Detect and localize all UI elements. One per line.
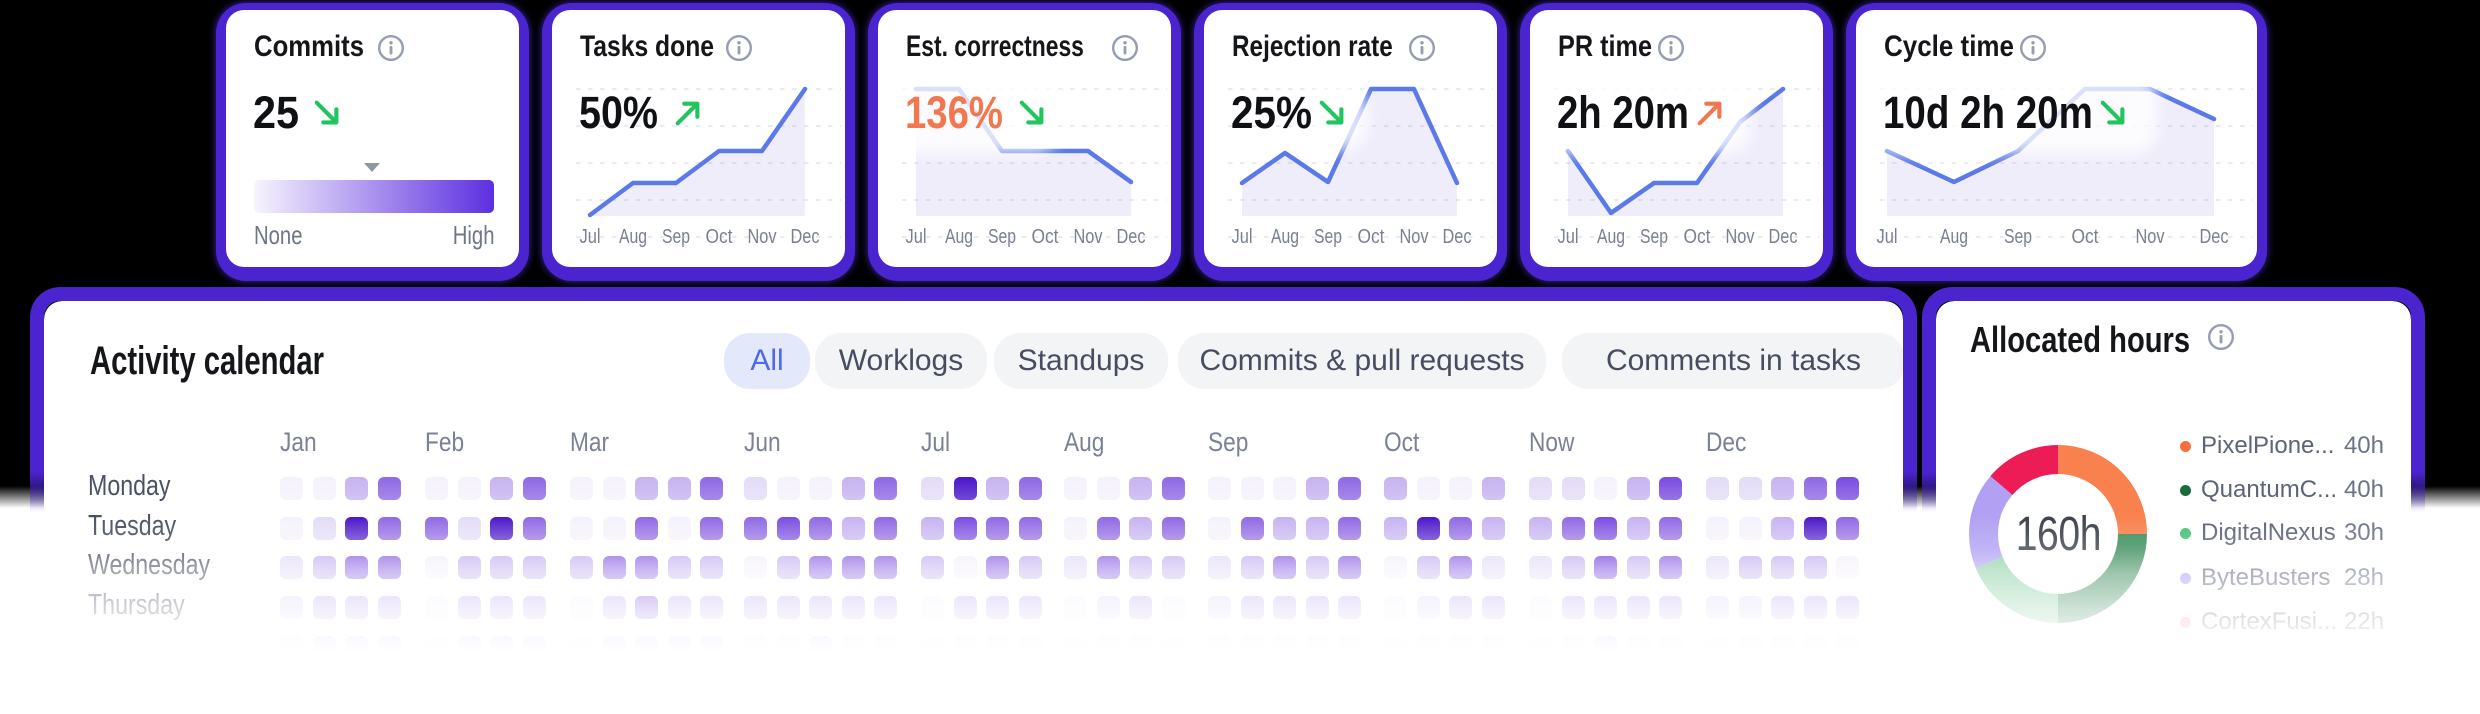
svg-text:Oct: Oct	[1032, 226, 1059, 248]
svg-text:Aug: Aug	[619, 226, 647, 248]
svg-text:Dec: Dec	[1769, 226, 1798, 248]
svg-text:Oct: Oct	[1358, 226, 1385, 248]
svg-text:Nov: Nov	[748, 226, 777, 248]
svg-text:Aug: Aug	[945, 226, 973, 248]
svg-text:Dec: Dec	[2200, 226, 2229, 248]
svg-text:Dec: Dec	[1117, 226, 1146, 248]
svg-text:Sep: Sep	[988, 226, 1016, 248]
svg-text:Jul: Jul	[1877, 226, 1898, 248]
svg-text:Nov: Nov	[1074, 226, 1103, 248]
svg-text:Dec: Dec	[1443, 226, 1472, 248]
svg-text:Jul: Jul	[580, 226, 601, 248]
svg-text:Jul: Jul	[906, 226, 927, 248]
svg-text:Aug: Aug	[1940, 226, 1968, 248]
svg-text:Sep: Sep	[662, 226, 690, 248]
svg-text:Aug: Aug	[1271, 226, 1299, 248]
svg-text:Sep: Sep	[1640, 226, 1668, 248]
svg-text:Dec: Dec	[791, 226, 820, 248]
svg-text:Aug: Aug	[1597, 226, 1625, 248]
svg-text:Nov: Nov	[1400, 226, 1429, 248]
svg-text:Nov: Nov	[2136, 226, 2165, 248]
svg-text:Nov: Nov	[1726, 226, 1755, 248]
svg-text:Jul: Jul	[1232, 226, 1253, 248]
svg-text:Oct: Oct	[706, 226, 733, 248]
svg-text:Sep: Sep	[1314, 226, 1342, 248]
svg-text:Jul: Jul	[1558, 226, 1579, 248]
svg-text:Sep: Sep	[2004, 226, 2032, 248]
svg-text:Oct: Oct	[1684, 226, 1711, 248]
svg-text:Oct: Oct	[2072, 226, 2099, 248]
